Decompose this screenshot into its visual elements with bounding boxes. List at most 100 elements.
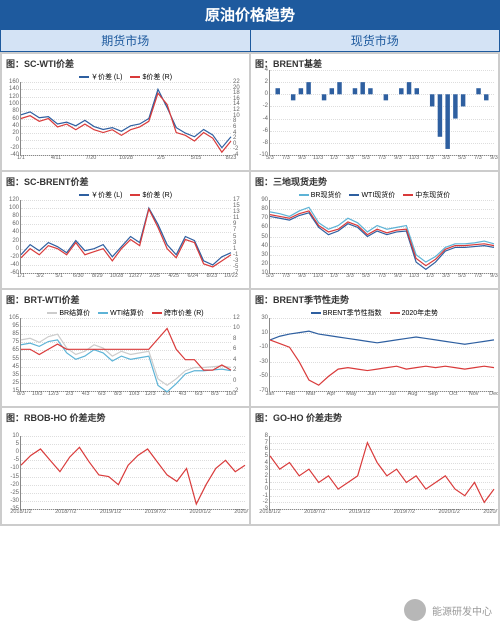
x-axis-label: 6/24	[187, 273, 198, 279]
x-axis-label: 1/3	[330, 155, 338, 161]
legend-item: ￥价差 (L)	[79, 72, 123, 82]
x-axis-label: 9/3	[394, 155, 402, 161]
x-axis-label: 2019/7/2	[394, 509, 415, 515]
x-axis-label: 12/3	[48, 391, 59, 397]
col-header-left: 期货市场	[1, 30, 251, 51]
y-axis-right-label: 12	[231, 107, 240, 113]
x-axis-label: 10/22	[224, 273, 238, 279]
x-axis-label: 3/3	[442, 155, 450, 161]
y-axis-label: 40	[12, 229, 21, 235]
y-axis-label: 100	[9, 101, 21, 107]
x-axis-label: 5/3	[362, 155, 370, 161]
chart-cell: 图：GO-HO 价差走势-3-2-10123456782018/1/22018/…	[250, 407, 499, 525]
main-title: 原油价格趋势	[0, 0, 500, 29]
y-axis-right-label: 10	[231, 113, 240, 119]
y-axis-label: 45	[12, 364, 21, 370]
x-axis-label: 11/3	[409, 155, 419, 161]
x-axis-label: 2019/1/2	[349, 509, 370, 515]
y-axis-label: 25	[12, 380, 21, 386]
y-axis-label: -15	[10, 474, 21, 480]
chart-title: 图：BRENT基差	[253, 56, 496, 71]
x-axis-label: Jul	[389, 391, 396, 397]
y-axis-label: -5	[14, 457, 21, 463]
x-axis-label: 1/3	[330, 273, 338, 279]
y-axis-label: 35	[12, 372, 21, 378]
x-axis-label: 3/3	[442, 273, 450, 279]
legend-label: BR现货价	[311, 190, 342, 200]
y-axis-right-label: 1	[231, 246, 236, 252]
x-axis-label: 12/27	[129, 273, 143, 279]
chart-title: 图：BRENT季节性走势	[253, 292, 496, 307]
y-axis-right-label: 20	[231, 85, 240, 91]
y-axis-label: 140	[9, 86, 21, 92]
y-axis-right-label: 18	[231, 90, 240, 96]
y-axis-label: -20	[10, 254, 21, 260]
legend-item: WTI结算价	[98, 308, 144, 318]
chart-cell: 图：SC-BRENT价差￥价差 (L)$价差 (R)-60-40-2002040…	[1, 171, 250, 289]
x-axis-label: 4/3	[179, 391, 187, 397]
x-axis-label: 9/3	[394, 273, 402, 279]
y-axis-label: 60	[261, 224, 270, 230]
legend-item: 2020年走势	[390, 308, 439, 318]
y-axis-label: 90	[261, 197, 270, 203]
legend-label: 中东现货价	[415, 190, 450, 200]
x-axis-label: 6/3	[195, 391, 203, 397]
x-axis-label: 11/3	[409, 273, 419, 279]
x-axis-label: 2/3	[66, 391, 74, 397]
watermark-logo-icon	[404, 599, 426, 621]
x-axis-label: 10/28	[119, 155, 133, 161]
x-axis-label: 3/3	[346, 155, 354, 161]
x-axis-label: Dec	[489, 391, 499, 397]
y-axis-label: 55	[12, 356, 21, 362]
legend-swatch	[98, 312, 108, 314]
x-axis-label: Aug	[408, 391, 418, 397]
x-axis-label: 9/3	[490, 155, 498, 161]
x-axis-label: 2018/7/2	[304, 509, 325, 515]
chart-area: -35-30-25-20-15-10-505102018/1/22018/7/2…	[20, 436, 245, 510]
x-axis-label: 2018/1/2	[10, 509, 31, 515]
x-axis-label: 2019/7/2	[145, 509, 166, 515]
y-axis-label: 105	[9, 315, 21, 321]
y-axis-label: 30	[261, 315, 270, 321]
chart-area: -70-50-30-101030JanFebMarAprMayJunJulAug…	[269, 318, 494, 392]
chart-title: 图：GO-HO 价差走势	[253, 410, 496, 425]
y-axis-label: 40	[12, 123, 21, 129]
y-axis-right-label: 3	[231, 240, 236, 246]
y-axis-label: 80	[12, 213, 21, 219]
x-axis-label: 10/28	[110, 273, 124, 279]
y-axis-label: 80	[12, 108, 21, 114]
legend-swatch	[79, 194, 89, 196]
y-axis-right-label: -2	[231, 146, 238, 152]
y-axis-right-label: 4	[231, 130, 236, 136]
legend-label: $价差 (R)	[142, 190, 172, 200]
y-axis-label: 120	[9, 197, 21, 203]
x-axis-label: 8/3	[114, 391, 122, 397]
y-axis-label: -8	[263, 140, 270, 146]
x-axis-label: 2020/1/2	[438, 509, 459, 515]
x-axis-label: Oct	[449, 391, 458, 397]
x-axis-label: 8/23	[226, 155, 237, 161]
y-axis-right-label: 5	[231, 234, 236, 240]
column-headers: 期货市场 现货市场	[0, 29, 500, 52]
legend-item: BRENT季节性指数	[311, 308, 382, 318]
x-axis-label: 5/3	[458, 273, 466, 279]
y-axis-label: -20	[10, 482, 21, 488]
legend-label: ￥价差 (L)	[91, 72, 123, 82]
y-axis-label: -25	[10, 490, 21, 496]
y-axis-right-label: 0	[231, 141, 236, 147]
y-axis-label: 10	[12, 433, 21, 439]
chart-cell: 图：三地现货走势BR现货价WTI现货价中东现货价1020304050607080…	[250, 171, 499, 289]
y-axis-right-label: 2	[231, 367, 236, 373]
legend-label: 跨市价差 (R)	[164, 308, 204, 318]
y-axis-label: -10	[259, 344, 270, 350]
y-axis-label: 60	[12, 221, 21, 227]
y-axis-right-label: 9	[231, 221, 236, 227]
x-axis-label: 5/3	[362, 273, 370, 279]
x-axis-label: 2020/7/2	[483, 509, 499, 515]
y-axis-right-label: -1	[231, 252, 238, 258]
x-axis-label: 5/1	[55, 273, 63, 279]
chart-cell: 图：BRENT季节性走势BRENT季节性指数 2020年走势-70-50-30-1…	[250, 289, 499, 407]
x-axis-label: 2019/1/2	[100, 509, 121, 515]
x-axis-label: 2/5	[157, 155, 165, 161]
x-axis-label: Feb	[286, 391, 295, 397]
